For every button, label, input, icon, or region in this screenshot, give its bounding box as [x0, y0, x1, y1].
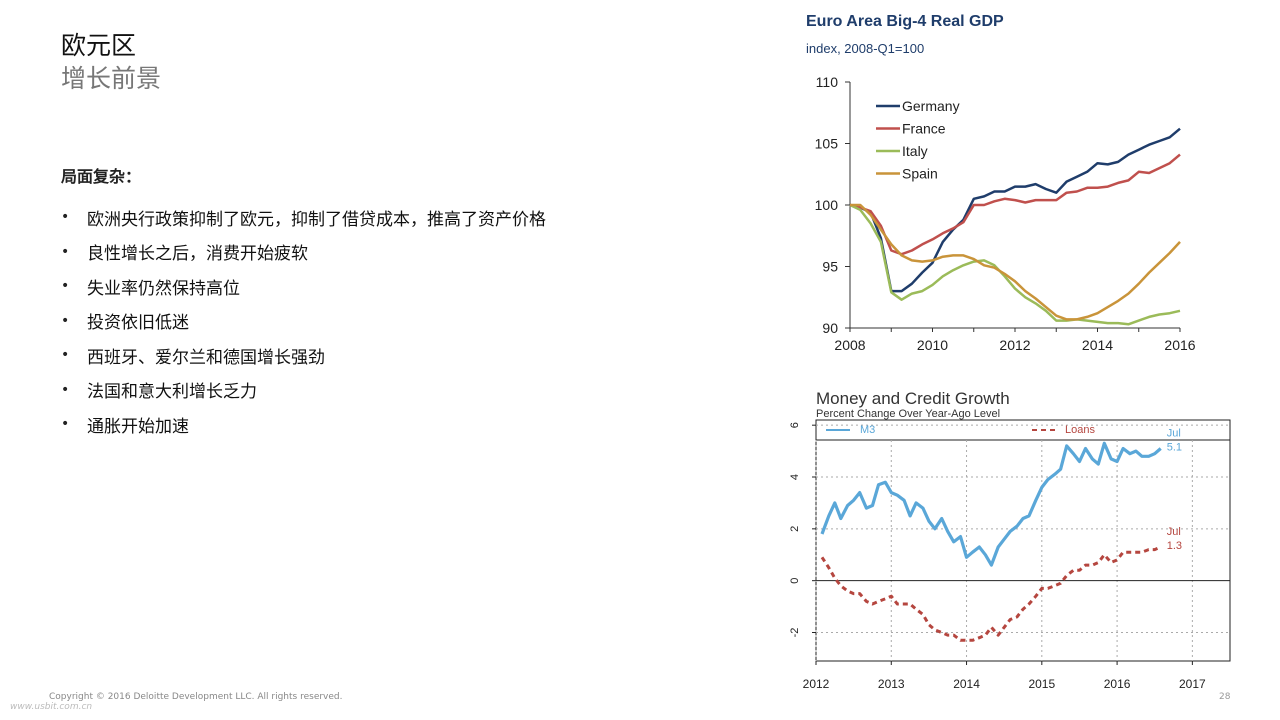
- annotation-value-loans: 1.3: [1167, 540, 1182, 552]
- bullet-text: 失业率仍然保持高位: [87, 278, 240, 299]
- legend-label-m3: M3: [860, 424, 875, 436]
- y-tick-label: 2: [789, 526, 801, 532]
- list-item: • 投资依旧低迷: [61, 304, 546, 339]
- footer-watermark: www.usbit.com.cn: [10, 702, 93, 712]
- series-line-spain: [850, 203, 1181, 321]
- x-tick-label: 2016: [1104, 677, 1131, 691]
- bullet-text: 良性增长之后，消费开始疲软: [87, 244, 308, 265]
- slide-subtitle: 增长前景: [61, 64, 162, 93]
- bullet-text: 欧洲央行政策抑制了欧元，抑制了借贷成本，推高了资产价格: [87, 209, 546, 230]
- y-tick-label: 100: [815, 197, 839, 213]
- x-tick-label: 2012: [803, 677, 830, 691]
- bullet-icon: •: [61, 209, 70, 226]
- legend-label-loans: Loans: [1065, 424, 1095, 436]
- y-tick-label: 90: [822, 320, 838, 336]
- y-tick-label: 6: [789, 422, 801, 428]
- page-number: 28: [1219, 692, 1231, 702]
- bullet-icon: •: [61, 278, 70, 295]
- chart-subtitle: index, 2008-Q1=100: [806, 41, 924, 56]
- x-tick-label: 2016: [1164, 337, 1195, 353]
- y-tick-label: 95: [822, 259, 838, 275]
- chart-title: Money and Credit Growth: [816, 389, 1010, 408]
- bullet-text: 西班牙、爱尔兰和德国增长强劲: [87, 347, 325, 368]
- list-item: • 通胀开始加速: [61, 407, 546, 442]
- series-line-italy: [849, 203, 1181, 326]
- bullet-icon: •: [61, 243, 70, 260]
- bullet-text: 法国和意大利增长乏力: [87, 382, 257, 403]
- list-item: • 西班牙、爱尔兰和德国增长强劲: [61, 338, 546, 373]
- y-tick-label: 4: [789, 474, 801, 480]
- series-line-france: [849, 153, 1181, 256]
- legend-label-spain: Spain: [902, 166, 938, 182]
- series-line-m3: [820, 441, 1162, 567]
- bullet-icon: •: [61, 381, 70, 398]
- x-tick-label: 2010: [917, 337, 948, 353]
- y-tick-label: 110: [816, 74, 839, 90]
- y-tick-label: 105: [815, 136, 839, 152]
- legend-label-germany: Germany: [902, 98, 960, 114]
- legend-label-italy: Italy: [902, 143, 928, 159]
- annotation-month-loans: Jul: [1167, 526, 1181, 538]
- y-tick-label: -2: [789, 628, 801, 638]
- list-item: • 欧洲央行政策抑制了欧元，抑制了借贷成本，推高了资产价格: [61, 200, 546, 235]
- list-item: • 法国和意大利增长乏力: [61, 373, 546, 408]
- x-tick-label: 2008: [834, 337, 865, 353]
- list-item: • 失业率仍然保持高位: [61, 269, 546, 304]
- legend-label-france: France: [902, 121, 946, 137]
- section-heading: 局面复杂：: [61, 167, 142, 186]
- bullet-icon: •: [61, 312, 70, 329]
- series-line-germany: [849, 127, 1181, 293]
- x-tick-label: 2015: [1028, 677, 1055, 691]
- annotation-value-m3: 5.1: [1167, 442, 1182, 454]
- x-tick-label: 2012: [999, 337, 1030, 353]
- x-tick-label: 2017: [1179, 677, 1206, 691]
- chart-subtitle: Percent Change Over Year-Ago Level: [816, 408, 1000, 420]
- chart-title: Euro Area Big-4 Real GDP: [806, 13, 1004, 30]
- footer-copyright: Copyright © 2016 Deloitte Development LL…: [49, 692, 343, 702]
- bullet-text: 通胀开始加速: [87, 416, 189, 437]
- x-tick-label: 2014: [953, 677, 980, 691]
- gdp-chart: Euro Area Big-4 Real GDP index, 2008-Q1=1…: [806, 13, 1196, 353]
- list-item: • 良性增长之后，消费开始疲软: [61, 235, 546, 270]
- bullet-list: • 欧洲央行政策抑制了欧元，抑制了借贷成本，推高了资产价格 • 良性增长之后，消费…: [61, 200, 546, 442]
- y-tick-label: 0: [789, 578, 801, 584]
- x-tick-label: 2013: [878, 677, 905, 691]
- bullet-text: 投资依旧低迷: [87, 313, 189, 334]
- slide-title: 欧元区: [61, 31, 137, 60]
- bullet-icon: •: [61, 416, 70, 433]
- annotation-month-m3: Jul: [1167, 428, 1181, 440]
- bullet-icon: •: [61, 347, 70, 364]
- x-tick-label: 2014: [1082, 337, 1113, 353]
